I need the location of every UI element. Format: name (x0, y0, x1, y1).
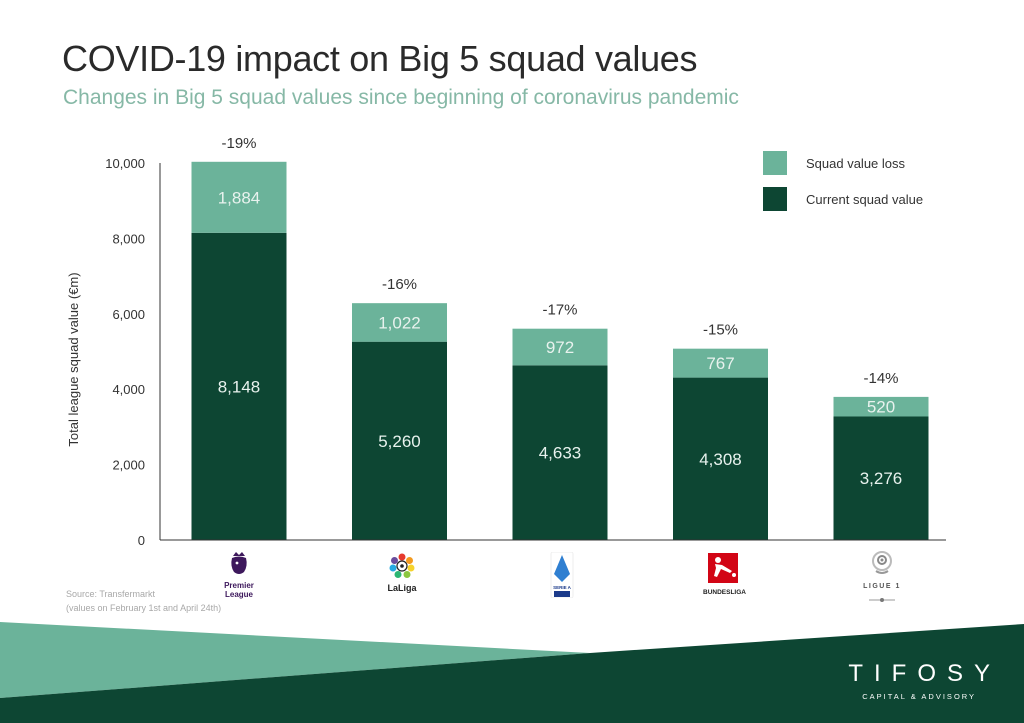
data-label-loss: 1,884 (218, 188, 261, 207)
y-tick-label: 4,000 (112, 382, 145, 397)
legend-swatch-current (763, 187, 787, 211)
bar-current-serie-a (512, 365, 608, 540)
bar-current-premier-league (191, 232, 287, 540)
legend-swatch-loss (763, 151, 787, 175)
svg-text:SERIE A: SERIE A (553, 585, 572, 590)
data-label-current: 3,276 (860, 469, 903, 488)
source-line-1: Source: Transfermarkt (66, 589, 156, 599)
footer-light-shape (0, 622, 590, 698)
bar-loss-ligue-1 (833, 396, 929, 417)
legend-label: Current squad value (806, 191, 924, 207)
laliga-logo-icon (389, 553, 415, 578)
y-tick-label: 8,000 (112, 231, 145, 246)
data-label-current: 5,260 (378, 432, 421, 451)
y-tick-label: 10,000 (105, 156, 145, 171)
y-tick-label: 0 (138, 533, 145, 548)
y-tick-label: 2,000 (112, 458, 145, 473)
legend-label: Squad value loss (806, 155, 906, 171)
change-percent-label: -15% (703, 322, 738, 339)
bar-current-ligue-1 (833, 416, 929, 540)
legend-item-current: Current squad value (763, 187, 923, 211)
premier-league-logo-icon (231, 552, 247, 574)
legend-item-loss: Squad value loss (763, 151, 923, 175)
serie-a-logo-icon: SERIE A (550, 551, 574, 599)
bar-loss-serie-a (512, 328, 608, 366)
y-tick-label: 6,000 (112, 307, 145, 322)
serie-a-logo: SERIE A (549, 551, 575, 603)
source-line-2: (values on February 1st and April 24th) (66, 603, 222, 613)
data-label-loss: 520 (867, 398, 895, 417)
data-label-current: 4,308 (699, 450, 742, 469)
data-label-current: 8,148 (218, 377, 261, 396)
brand-name: TIFOSY (848, 660, 1001, 687)
brand-logo: TIFOSY CAPITAL & ADVISORY (848, 660, 990, 701)
source-note: Source: Transfermarkt (values on Februar… (66, 587, 221, 615)
change-percent-label: -14% (863, 370, 898, 387)
data-label-loss: 1,022 (378, 313, 421, 332)
bar-current-laliga (352, 341, 447, 540)
bundesliga-logo-icon (708, 553, 738, 583)
change-percent-label: -17% (542, 302, 577, 319)
stacked-bar-chart: 0 2,000 4,000 6,000 8,000 10,000 Total league … (66, 135, 946, 548)
change-percent-label: -19% (221, 135, 256, 152)
data-label-loss: 767 (706, 354, 734, 373)
bar-loss-premier-league (191, 161, 287, 233)
bar-current-bundesliga (673, 377, 768, 540)
laliga-logo: LaLiga (382, 553, 422, 593)
change-percent-label: -16% (382, 276, 417, 293)
data-label-current: 4,633 (539, 444, 582, 463)
legend: Squad value loss Current squad value (763, 151, 923, 223)
ligue1-logo: LIGUE 1 (862, 549, 902, 609)
y-axis-title: Total league squad value (€m) (66, 272, 81, 446)
ligue1-ornament-icon (869, 598, 895, 602)
ligue1-logo-icon (872, 551, 892, 574)
bundesliga-logo: BUNDESLIGA (703, 553, 746, 597)
bar-loss-laliga (352, 303, 447, 342)
chart-title: COVID-19 impact on Big 5 squad values (62, 38, 698, 79)
bar-loss-bundesliga (673, 348, 768, 378)
data-label-loss: 972 (546, 338, 574, 357)
chart-subtitle: Changes in Big 5 squad values since begi… (63, 86, 739, 109)
brand-tagline: CAPITAL & ADVISORY (862, 692, 977, 701)
premier-league-logo: Premier League (222, 550, 256, 599)
